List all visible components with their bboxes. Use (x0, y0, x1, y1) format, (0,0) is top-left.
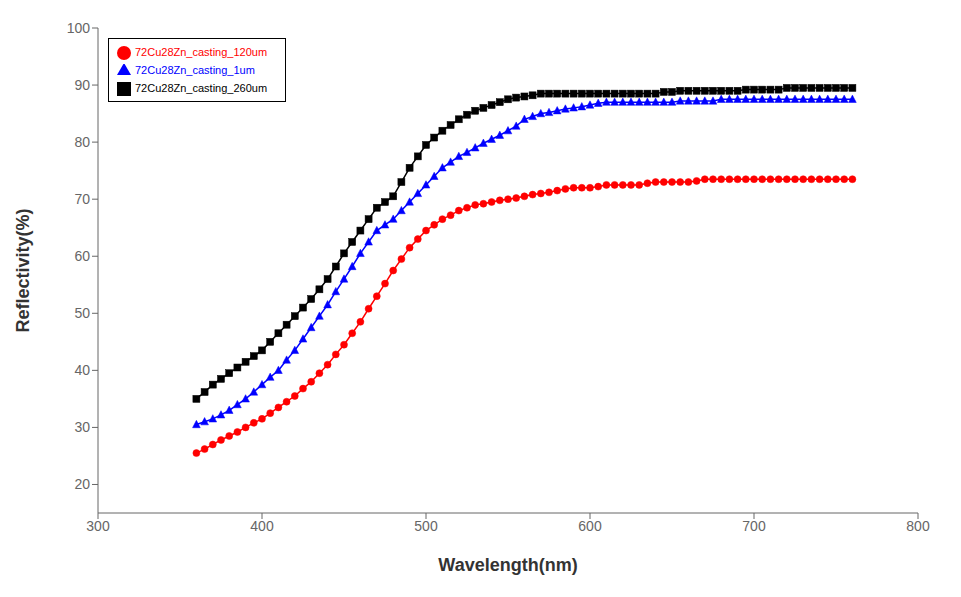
svg-text:400: 400 (250, 518, 274, 534)
svg-text:100: 100 (67, 20, 91, 36)
svg-text:600: 600 (578, 518, 602, 534)
html-text:72Cu28Zn_casting_1um: 72Cu28Zn_casting_1um (135, 64, 255, 76)
svg-text:20: 20 (74, 476, 90, 492)
svg-text:70: 70 (74, 191, 90, 207)
svg-text:500: 500 (414, 518, 438, 534)
svg-text:300: 300 (86, 518, 110, 534)
svg-text:800: 800 (906, 518, 930, 534)
svg-text:30: 30 (74, 419, 90, 435)
svg-text:Reflectivity(%): Reflectivity(%) (13, 208, 33, 332)
svg-text:90: 90 (74, 77, 90, 93)
svg-text:80: 80 (74, 134, 90, 150)
svg-text:50: 50 (74, 305, 90, 321)
svg-text:Wavelength(nm): Wavelength(nm) (438, 555, 577, 575)
svg-text:40: 40 (74, 362, 90, 378)
html-text:72Cu28Zn_casting_260um: 72Cu28Zn_casting_260um (135, 82, 268, 94)
html-text:72Cu28Zn_casting_120um: 72Cu28Zn_casting_120um (135, 46, 268, 58)
svg-text:60: 60 (74, 248, 90, 264)
svg-text:700: 700 (742, 518, 766, 534)
